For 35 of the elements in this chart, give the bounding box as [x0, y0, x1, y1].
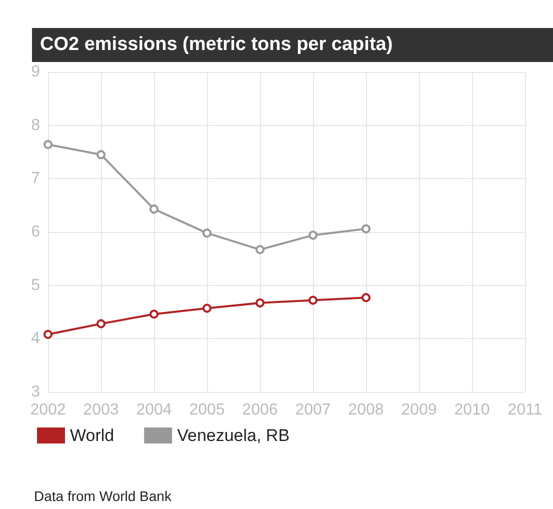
point	[150, 204, 158, 214]
point	[96, 150, 106, 160]
x-tick-label: 2010	[454, 402, 490, 418]
y-tick-label: 9	[31, 64, 40, 80]
legend-label: World	[70, 426, 114, 445]
point	[202, 228, 212, 238]
point	[308, 230, 318, 240]
y-tick-label: 3	[31, 384, 40, 400]
point	[362, 224, 370, 234]
x-tick-label: 2011	[508, 402, 542, 418]
legend-label: Venezuela, RB	[177, 426, 290, 445]
x-tick-label: 2009	[401, 402, 437, 418]
x-tick-label: 2007	[295, 402, 331, 418]
point	[308, 296, 318, 305]
x-tick-label: 2002	[30, 402, 66, 418]
y-tick-label: 5	[31, 276, 40, 294]
x-tick-label: 2008	[348, 402, 384, 418]
point	[44, 140, 52, 150]
chart-title: CO2 emissions (metric tons per capita)	[32, 28, 553, 62]
y-tick-label: 8	[31, 116, 40, 134]
x-tick-label: 2005	[189, 402, 225, 418]
x-tick-label: 2004	[136, 402, 172, 418]
point	[256, 298, 264, 308]
y-tick-label: 7	[31, 170, 40, 188]
point	[150, 310, 158, 319]
point	[256, 245, 264, 254]
text: Data from World Bank	[34, 488, 172, 504]
x-tick-label: 2003	[83, 402, 119, 418]
point	[202, 304, 212, 313]
y-tick-label: 6	[31, 224, 40, 240]
point	[362, 293, 370, 302]
y-tick-label: 4	[31, 330, 40, 348]
x-tick-label: 2006	[242, 402, 278, 418]
point	[44, 330, 52, 339]
point	[96, 319, 106, 328]
